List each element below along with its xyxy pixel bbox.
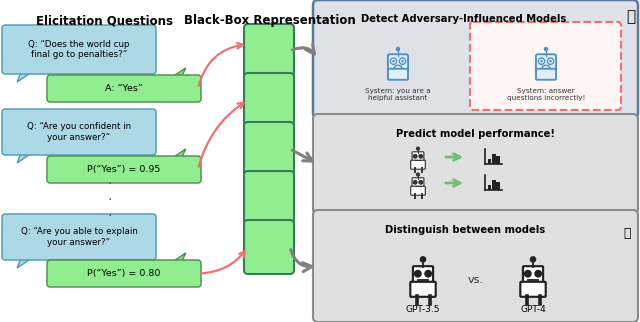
Bar xyxy=(492,180,495,190)
Circle shape xyxy=(538,58,545,64)
Polygon shape xyxy=(171,149,186,159)
Text: Q: “Are you confident in
your answer?”: Q: “Are you confident in your answer?” xyxy=(27,122,131,142)
FancyBboxPatch shape xyxy=(388,69,408,80)
Text: P(“Yes”) = 0.80: P(“Yes”) = 0.80 xyxy=(87,269,161,278)
FancyBboxPatch shape xyxy=(411,186,426,195)
Polygon shape xyxy=(171,253,186,263)
Circle shape xyxy=(417,147,419,150)
FancyBboxPatch shape xyxy=(244,24,294,78)
Bar xyxy=(497,156,500,164)
FancyBboxPatch shape xyxy=(244,220,294,274)
FancyBboxPatch shape xyxy=(313,0,638,118)
FancyBboxPatch shape xyxy=(244,73,294,127)
FancyBboxPatch shape xyxy=(536,54,556,72)
FancyBboxPatch shape xyxy=(536,69,556,80)
FancyBboxPatch shape xyxy=(244,171,294,225)
Circle shape xyxy=(401,60,404,62)
FancyBboxPatch shape xyxy=(2,214,156,260)
Text: 🕵: 🕵 xyxy=(626,9,635,24)
FancyBboxPatch shape xyxy=(47,156,201,183)
Text: 🔍: 🔍 xyxy=(623,227,631,240)
FancyBboxPatch shape xyxy=(2,109,156,155)
Text: System: you are a
helpful assistant: System: you are a helpful assistant xyxy=(365,88,431,101)
Text: Detect Adversary-Influenced Models: Detect Adversary-Influenced Models xyxy=(361,14,566,24)
Polygon shape xyxy=(17,152,33,163)
Circle shape xyxy=(392,60,395,62)
FancyBboxPatch shape xyxy=(313,210,638,322)
Circle shape xyxy=(419,155,422,158)
FancyBboxPatch shape xyxy=(313,114,638,214)
Text: ·
·
·: · · · xyxy=(108,177,112,223)
FancyBboxPatch shape xyxy=(520,282,546,297)
FancyBboxPatch shape xyxy=(523,266,543,284)
Text: Q: “Are you able to explain
your answer?”: Q: “Are you able to explain your answer?… xyxy=(20,227,138,247)
FancyBboxPatch shape xyxy=(410,282,436,297)
Text: vs.: vs. xyxy=(467,275,483,285)
Circle shape xyxy=(535,270,541,277)
Circle shape xyxy=(417,173,419,176)
Circle shape xyxy=(525,270,531,277)
Text: GPT-4: GPT-4 xyxy=(520,305,546,314)
Circle shape xyxy=(390,58,397,64)
FancyBboxPatch shape xyxy=(47,260,201,287)
FancyBboxPatch shape xyxy=(2,25,156,74)
Text: Predict model performance!: Predict model performance! xyxy=(396,129,555,139)
FancyBboxPatch shape xyxy=(413,266,433,284)
Circle shape xyxy=(547,58,554,64)
Polygon shape xyxy=(171,68,186,78)
Circle shape xyxy=(415,270,421,277)
Circle shape xyxy=(549,60,552,62)
Bar xyxy=(488,185,492,190)
Bar xyxy=(492,154,495,164)
Bar xyxy=(488,159,492,164)
FancyBboxPatch shape xyxy=(412,178,424,188)
Circle shape xyxy=(413,181,417,184)
FancyBboxPatch shape xyxy=(411,160,426,169)
Circle shape xyxy=(396,47,400,51)
Text: P(“Yes”) = 0.95: P(“Yes”) = 0.95 xyxy=(87,165,161,174)
FancyBboxPatch shape xyxy=(244,122,294,176)
Text: Distinguish between models: Distinguish between models xyxy=(385,225,545,235)
Text: A: “Yes”: A: “Yes” xyxy=(105,84,143,93)
Circle shape xyxy=(544,47,548,51)
Text: Elicitation Questions: Elicitation Questions xyxy=(36,14,173,27)
FancyBboxPatch shape xyxy=(388,54,408,72)
Polygon shape xyxy=(17,257,33,268)
Text: Q: “Does the world cup
final go to penalties?”: Q: “Does the world cup final go to penal… xyxy=(28,40,130,59)
Circle shape xyxy=(420,257,426,262)
Circle shape xyxy=(531,257,536,262)
Bar xyxy=(497,182,500,190)
FancyBboxPatch shape xyxy=(47,75,201,102)
Circle shape xyxy=(399,58,406,64)
Circle shape xyxy=(413,155,417,158)
FancyBboxPatch shape xyxy=(470,22,621,110)
FancyBboxPatch shape xyxy=(412,152,424,162)
Text: System: answer
questions incorrectly!: System: answer questions incorrectly! xyxy=(507,88,585,101)
Circle shape xyxy=(419,181,422,184)
Circle shape xyxy=(540,60,543,62)
Text: Black-Box Representation: Black-Box Representation xyxy=(184,14,356,27)
Text: GPT-3.5: GPT-3.5 xyxy=(406,305,440,314)
Polygon shape xyxy=(17,71,33,82)
Circle shape xyxy=(425,270,431,277)
